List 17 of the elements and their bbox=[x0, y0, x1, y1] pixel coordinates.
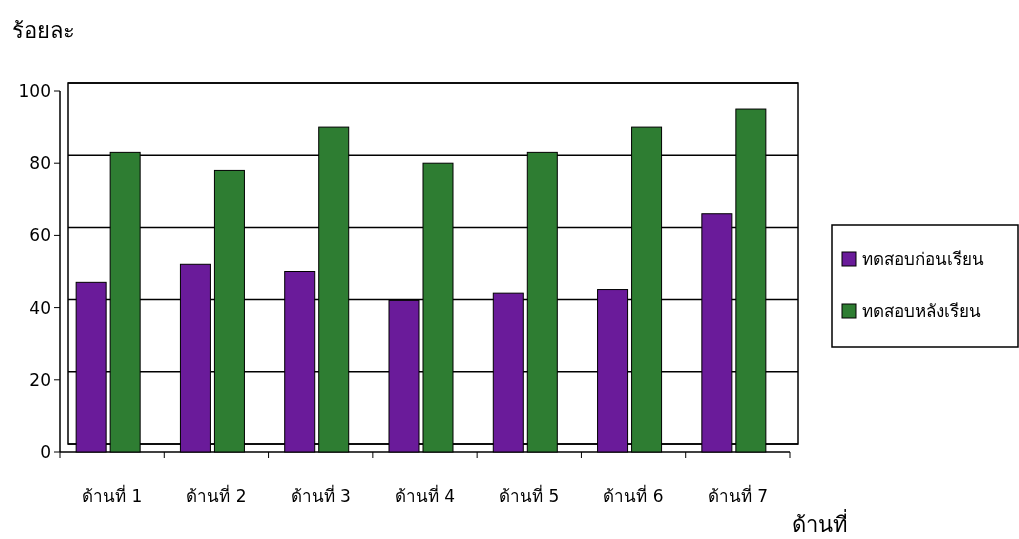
y-tick-label: 20 bbox=[29, 369, 51, 390]
y-tick-label: 60 bbox=[29, 225, 51, 246]
x-tick-label: ด้านที่ 7 bbox=[707, 484, 768, 506]
y-tick-label: 100 bbox=[18, 81, 51, 101]
y-tick-label: 0 bbox=[40, 442, 51, 462]
x-tick-label: ด้านที่ 2 bbox=[186, 484, 247, 506]
x-tick-label: ด้านที่ 5 bbox=[499, 484, 560, 506]
x-axis-title: ด้านที่ bbox=[792, 509, 848, 537]
x-tick-label: ด้านที่ 4 bbox=[394, 484, 456, 506]
x-tick-label: ด้านที่ 6 bbox=[603, 484, 664, 506]
y-tick-label: 40 bbox=[29, 297, 51, 318]
x-tick-label: ด้านที่ 3 bbox=[290, 484, 351, 506]
y-tick-label: 80 bbox=[29, 153, 51, 174]
legend-label: ทดสอบก่อนเรียน bbox=[862, 249, 984, 269]
x-tick-label: ด้านที่ 1 bbox=[82, 484, 143, 506]
legend-label: ทดสอบหลังเรียน bbox=[862, 301, 981, 321]
y-axis-title: ร้อยละ bbox=[12, 18, 75, 43]
